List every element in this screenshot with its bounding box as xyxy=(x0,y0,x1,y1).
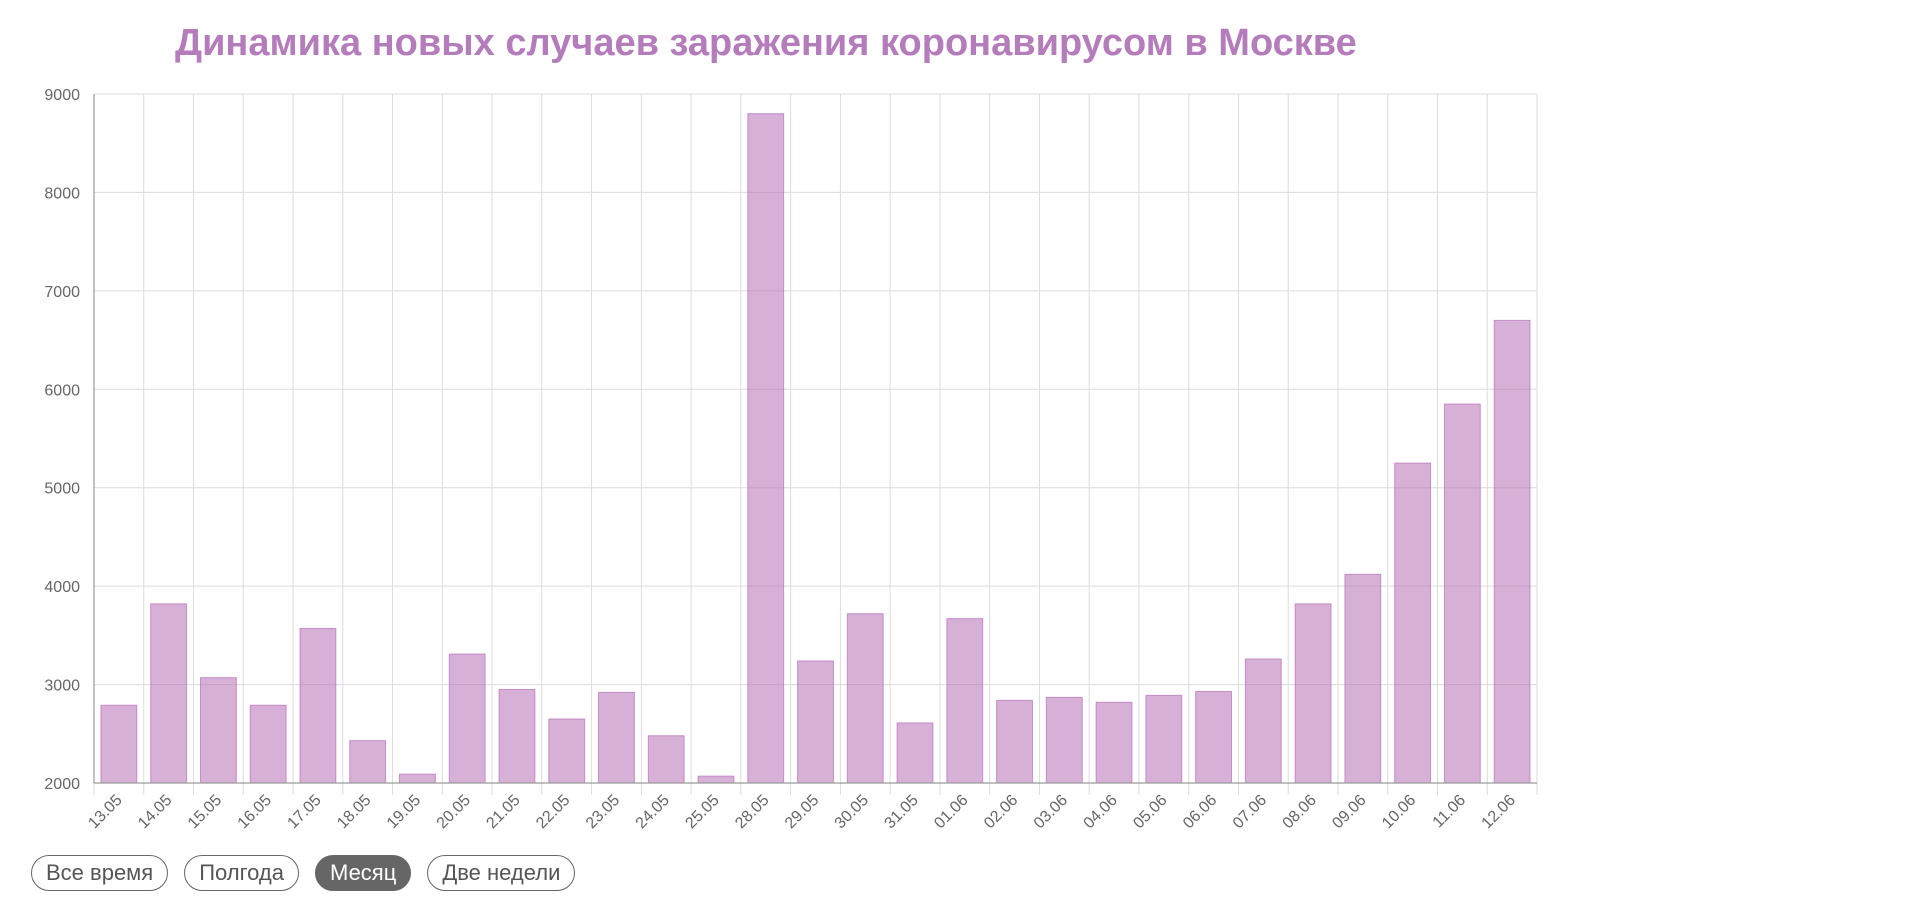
bar-31.05[interactable] xyxy=(896,722,934,784)
x-tick-label: 17.05 xyxy=(284,792,324,832)
x-tick-label: 28.05 xyxy=(732,792,772,832)
y-axis-tick-labels: 2000 3000 4000 5000 6000 7000 8000 9000 xyxy=(44,87,80,793)
x-tick-label: 11.06 xyxy=(1430,792,1470,832)
bar-08.06[interactable] xyxy=(1294,603,1332,784)
bar-17.05[interactable] xyxy=(299,627,337,784)
x-tick-label: 16.05 xyxy=(235,792,275,832)
bar-20.05[interactable] xyxy=(448,653,486,784)
x-tick-label: 30.05 xyxy=(832,792,872,832)
axes xyxy=(93,94,1537,784)
x-tick-label: 25.05 xyxy=(682,792,722,832)
x-tick-label: 15.05 xyxy=(185,792,225,832)
y-tick-label: 7000 xyxy=(44,284,80,301)
x-axis-tick-labels: 13.05 14.05 15.05 16.05 17.05 18.05 19.05 20.05… xyxy=(85,792,1519,832)
x-tick-label: 13.05 xyxy=(85,792,125,832)
y-tick-label: 8000 xyxy=(44,185,80,202)
bar-30.05[interactable] xyxy=(846,613,884,784)
bar-03.06[interactable] xyxy=(1045,696,1083,784)
y-tick-label: 5000 xyxy=(44,481,80,498)
x-tick-label: 23.05 xyxy=(583,792,623,832)
bar-29.05[interactable] xyxy=(797,660,834,784)
x-tick-label: 20.05 xyxy=(434,792,474,832)
x-tick-label: 29.05 xyxy=(782,792,822,832)
x-tick-label: 14.05 xyxy=(135,792,175,832)
bar-22.05[interactable] xyxy=(548,718,586,784)
bars xyxy=(100,113,1531,784)
bar-28.05[interactable] xyxy=(747,113,785,784)
y-tick-label: 2000 xyxy=(44,776,80,793)
bar-15.05[interactable] xyxy=(199,677,237,784)
bar-23.05[interactable] xyxy=(598,691,635,784)
x-tick-label: 09.06 xyxy=(1329,792,1369,832)
y-tick-label: 6000 xyxy=(44,382,80,399)
bar-24.05[interactable] xyxy=(647,735,685,784)
bar-11.06[interactable] xyxy=(1443,403,1481,784)
x-tick-label: 07.06 xyxy=(1230,792,1270,832)
x-tick-label: 05.06 xyxy=(1130,792,1170,832)
bar-07.06[interactable] xyxy=(1244,658,1282,784)
range-button-month[interactable]: Месяц xyxy=(315,855,412,891)
bar-12.06[interactable] xyxy=(1493,319,1531,784)
time-range-selector: Все время Полгода Месяц Две недели xyxy=(31,855,576,891)
bar-09.06[interactable] xyxy=(1344,573,1382,784)
range-button-half-year[interactable]: Полгода xyxy=(184,855,299,891)
bar-06.06[interactable] xyxy=(1195,690,1232,784)
bar-04.06[interactable] xyxy=(1095,701,1133,784)
bar-01.06[interactable] xyxy=(946,618,984,784)
bar-19.05[interactable] xyxy=(399,773,436,784)
x-tick-label: 31.05 xyxy=(882,792,922,832)
y-tick-label: 3000 xyxy=(44,678,80,695)
x-tick-label: 18.05 xyxy=(334,792,374,832)
x-tick-label: 04.06 xyxy=(1081,792,1121,832)
x-tick-label: 01.06 xyxy=(931,792,971,832)
x-tick-label: 03.06 xyxy=(1031,792,1071,832)
chart-title: Динамика новых случаев заражения коронав… xyxy=(175,22,1357,64)
bar-chart: 2000 3000 4000 5000 6000 7000 8000 9000 13.05 14… xyxy=(44,87,1538,832)
range-button-all-time[interactable]: Все время xyxy=(31,855,169,891)
y-tick-label: 4000 xyxy=(44,579,80,596)
bar-05.06[interactable] xyxy=(1145,694,1183,784)
bar-18.05[interactable] xyxy=(349,740,387,784)
bar-25.05[interactable] xyxy=(697,775,735,784)
x-tick-label: 02.06 xyxy=(981,792,1021,832)
bar-21.05[interactable] xyxy=(498,688,536,784)
x-tick-label: 10.06 xyxy=(1379,792,1419,832)
bar-16.05[interactable] xyxy=(249,704,287,784)
range-button-two-weeks[interactable]: Две недели xyxy=(427,855,576,891)
bar-14.05[interactable] xyxy=(150,603,188,784)
bar-02.06[interactable] xyxy=(996,699,1033,784)
x-tick-label: 21.05 xyxy=(483,792,523,832)
x-tick-label: 24.05 xyxy=(633,792,673,832)
x-tick-label: 22.05 xyxy=(533,792,573,832)
y-tick-label: 9000 xyxy=(44,87,80,104)
x-tick-label: 19.05 xyxy=(384,792,424,832)
x-tick-label: 12.06 xyxy=(1479,792,1519,832)
bar-13.05[interactable] xyxy=(100,704,138,784)
x-tick-label: 06.06 xyxy=(1180,792,1220,832)
bar-10.06[interactable] xyxy=(1394,462,1432,784)
x-tick-label: 08.06 xyxy=(1280,792,1320,832)
